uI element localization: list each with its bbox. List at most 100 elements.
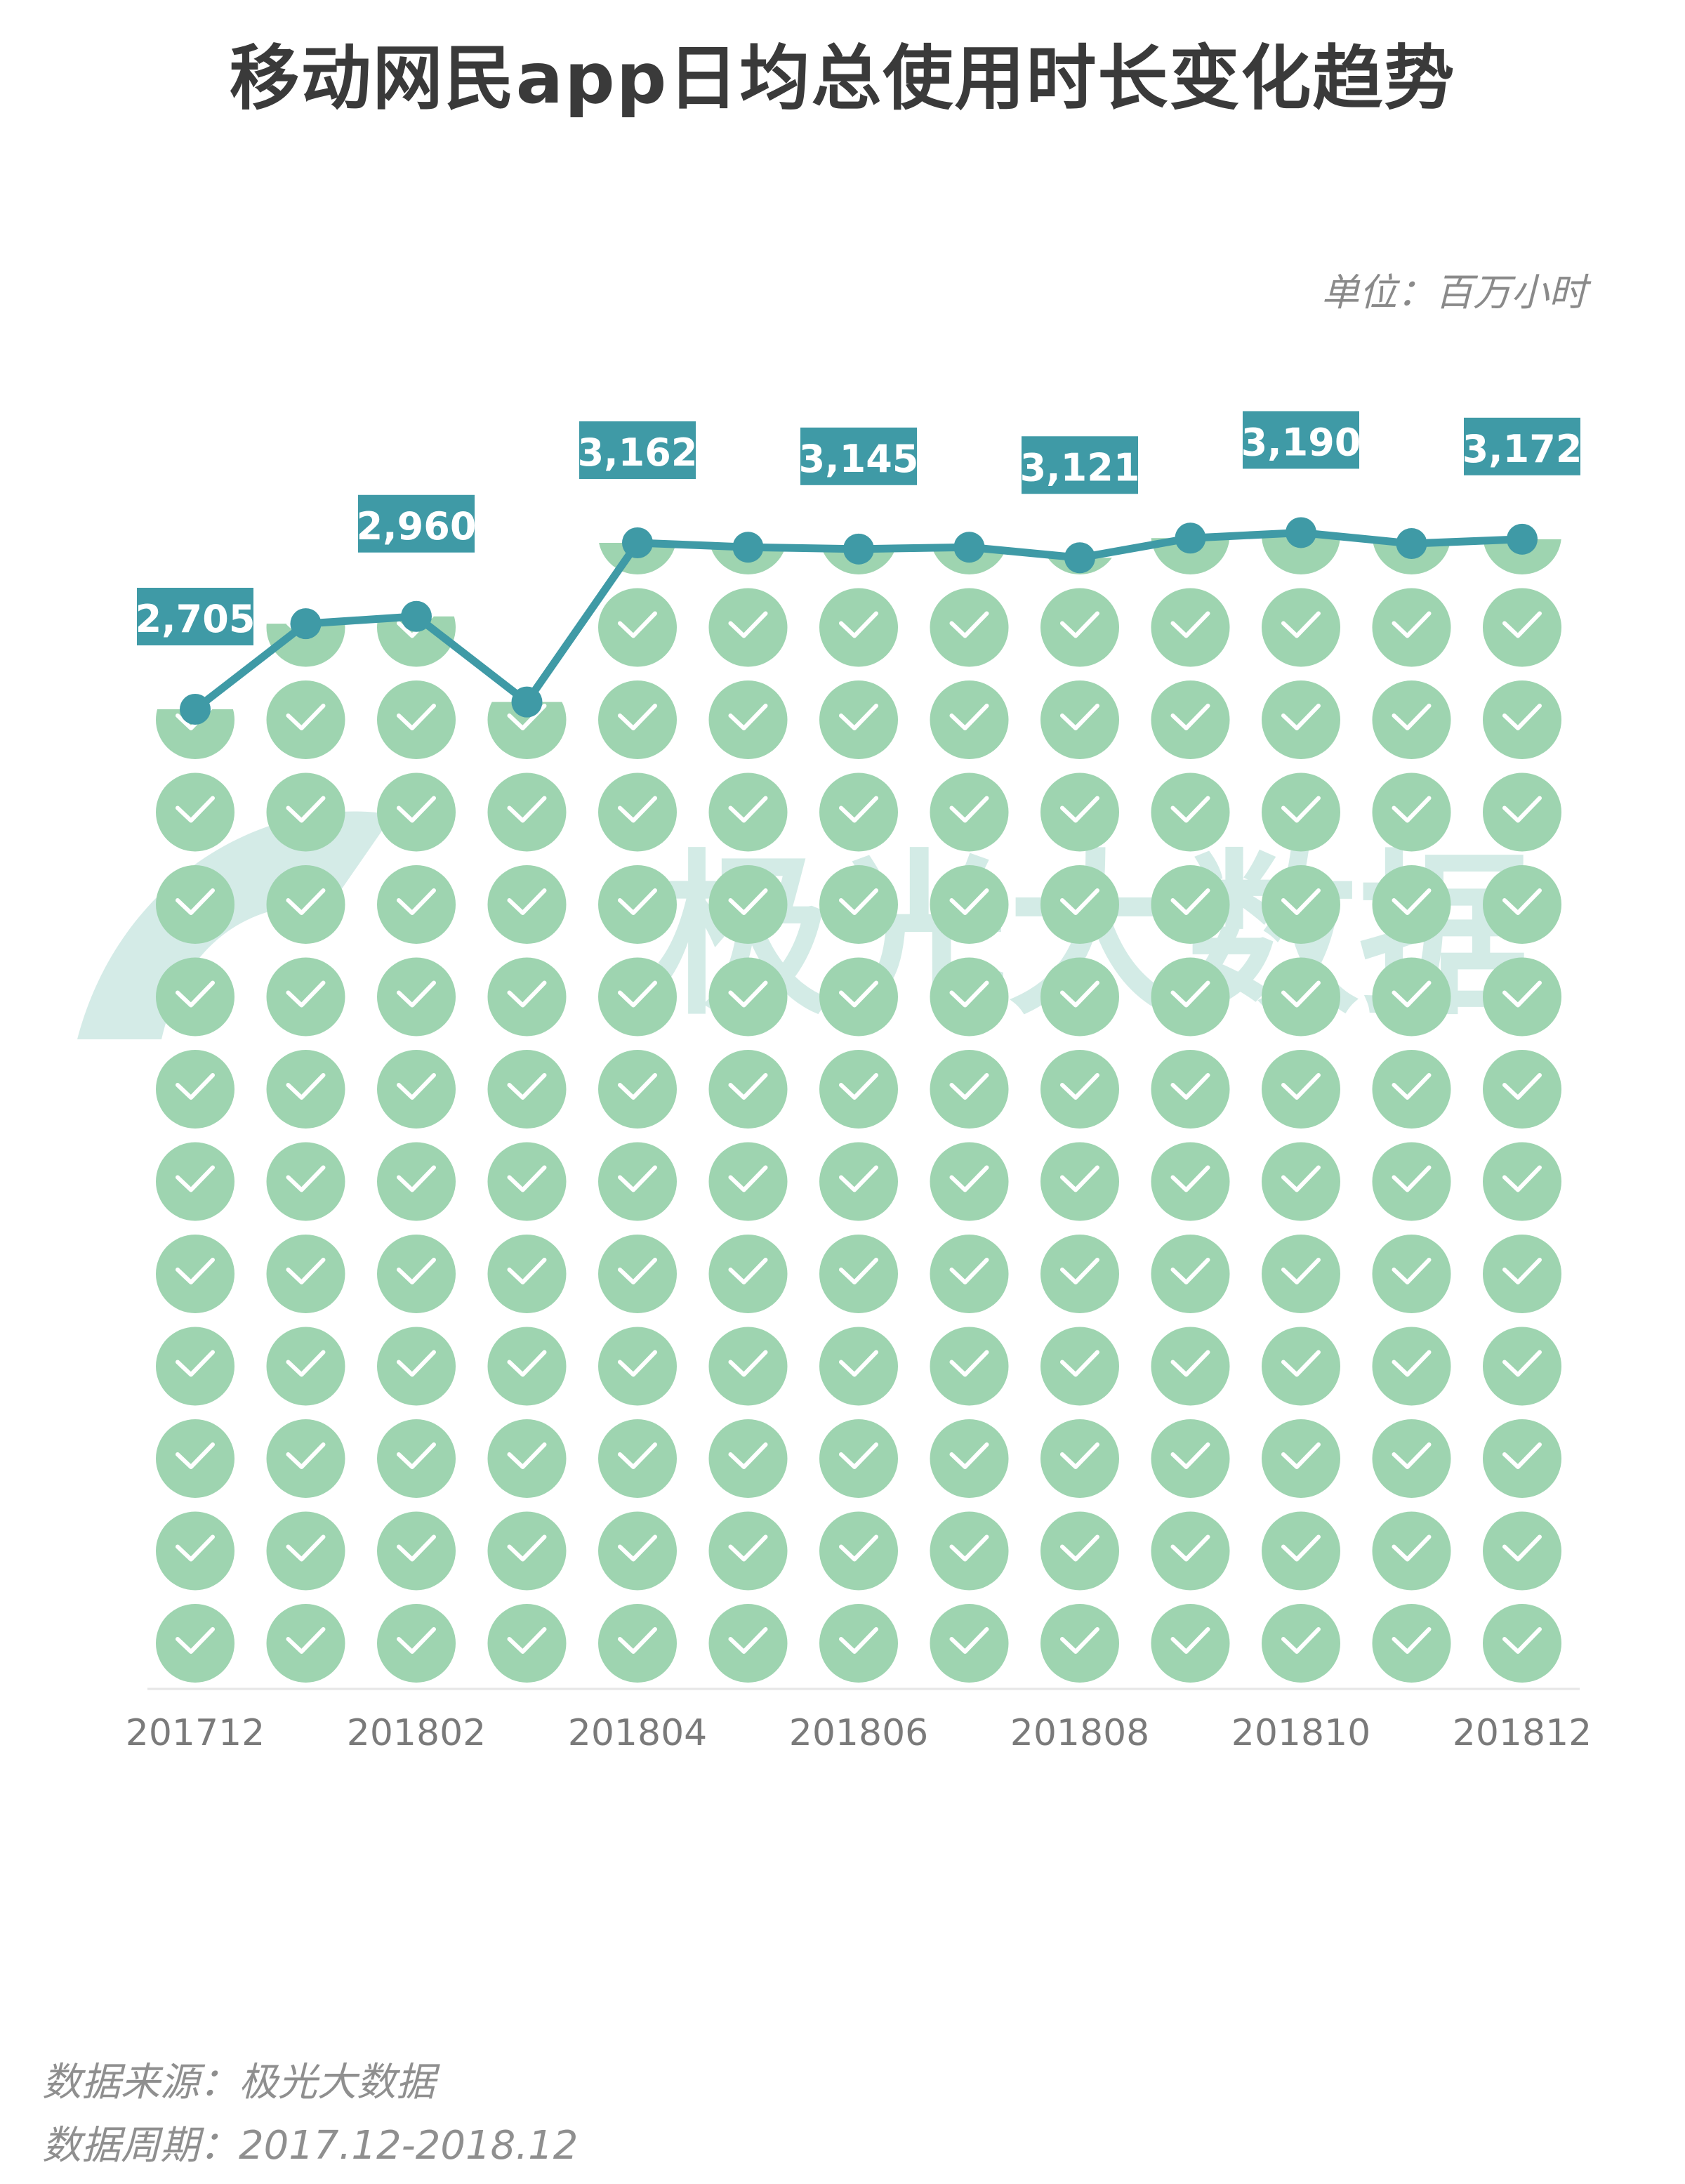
pictogram-check-icon: [1151, 1511, 1230, 1591]
pictogram-check-icon: [708, 1419, 788, 1498]
pictogram-check-icon: [156, 957, 234, 1037]
pictogram-check-icon: [377, 1604, 456, 1683]
pictogram-check-icon: [598, 957, 677, 1037]
data-point: [1064, 542, 1095, 574]
pictogram-check-icon: [598, 1235, 677, 1313]
pictogram-check-icon: [1483, 1050, 1561, 1129]
pictogram-check-icon: [819, 588, 898, 667]
pictogram-check-icon: [1262, 588, 1340, 667]
pictogram-check-icon: [1040, 865, 1119, 944]
pictogram-check-icon: [1040, 1419, 1119, 1498]
pictogram-check-icon: [487, 1511, 567, 1591]
pictogram-check-icon: [1372, 1235, 1451, 1313]
pictogram-check-icon: [266, 772, 345, 852]
pictogram-check-icon: [598, 1511, 677, 1591]
data-point: [180, 694, 211, 725]
svg-text:3,145: 3,145: [799, 437, 919, 481]
pictogram-check-icon: [930, 680, 1009, 759]
pictogram-check-icon: [1372, 1419, 1451, 1498]
pictogram-check-icon: [266, 1327, 345, 1406]
pictogram-check-icon: [598, 1604, 677, 1683]
pictogram-check-icon: [266, 957, 345, 1037]
line-series: [180, 517, 1538, 725]
pictogram-check-icon: [598, 680, 677, 759]
data-label: 3,190: [1241, 411, 1361, 469]
pictogram-check-icon: [1262, 865, 1340, 944]
pictogram-check-icon: [598, 588, 677, 667]
data-point: [732, 532, 764, 563]
pictogram-check-icon: [377, 680, 456, 759]
data-point: [1286, 517, 1316, 548]
pictogram-check-icon: [156, 772, 234, 852]
pictogram-check-icon: [819, 1327, 898, 1406]
pictogram-check-icon: [1040, 1050, 1119, 1129]
data-point: [290, 608, 322, 640]
pictogram-check-icon: [819, 772, 898, 852]
pictogram-check-icon: [156, 1327, 234, 1406]
pictogram-check-icon: [1483, 1604, 1561, 1683]
svg-text:3,121: 3,121: [1020, 445, 1140, 489]
pictogram-check-icon: [1483, 1419, 1561, 1498]
pictogram-check-icon: [266, 865, 345, 944]
pictogram-check-icon: [1262, 957, 1340, 1037]
pictogram-check-icon: [708, 957, 788, 1037]
x-tick-label: 201810: [1231, 1712, 1371, 1754]
x-tick-label: 201712: [126, 1712, 265, 1754]
pictogram-check-icon: [156, 1235, 234, 1313]
pictogram-check-icon: [708, 1142, 788, 1221]
pictogram-check-icon: [708, 865, 788, 944]
pictogram-check-icon: [819, 957, 898, 1037]
pictogram-check-icon: [1372, 1604, 1451, 1683]
pictogram-check-icon: [487, 1235, 567, 1313]
pictogram-check-icon: [598, 1050, 677, 1129]
pictogram-check-icon: [1372, 1142, 1451, 1221]
pictogram-check-icon: [377, 1511, 456, 1591]
data-point: [511, 686, 543, 718]
pictogram-check-icon: [1262, 1142, 1340, 1221]
svg-text:2,960: 2,960: [357, 504, 477, 548]
pictogram-check-icon: [819, 1050, 898, 1129]
pictogram-check-icon: [1483, 1327, 1561, 1406]
pictogram-check-icon: [1262, 680, 1340, 759]
pictogram-check-icon: [708, 680, 788, 759]
data-point: [1507, 523, 1538, 555]
pictogram-check-icon: [1372, 865, 1451, 944]
pictogram-check-icon: [1483, 1511, 1561, 1591]
pictogram-check-icon: [1262, 1511, 1340, 1591]
pictogram-check-icon: [487, 1050, 567, 1129]
pictogram-check-icon: [156, 1604, 234, 1683]
pictogram-check-icon: [1262, 772, 1340, 852]
pictogram-check-icon: [266, 1235, 345, 1313]
pictogram-check-icon: [819, 1604, 898, 1683]
svg-text:2,705: 2,705: [136, 597, 256, 641]
data-point: [953, 532, 985, 563]
pictogram-check-icon: [598, 1142, 677, 1221]
pictogram-check-icon: [1151, 1419, 1230, 1498]
data-label: 3,121: [1020, 436, 1140, 494]
pictogram-check-icon: [930, 957, 1009, 1037]
svg-text:3,162: 3,162: [578, 430, 698, 475]
pictogram-check-icon: [1040, 1511, 1119, 1591]
data-point: [843, 533, 874, 565]
pictogram-check-icon: [819, 865, 898, 944]
data-label: 3,162: [578, 421, 698, 479]
pictogram-check-icon: [598, 1327, 677, 1406]
x-tick-label: 201808: [1010, 1712, 1150, 1754]
pictogram-check-icon: [377, 1142, 456, 1221]
pictogram-check-icon: [487, 1604, 567, 1683]
pictogram-check-icon: [930, 588, 1009, 667]
pictogram-check-icon: [1372, 957, 1451, 1037]
data-point: [1175, 522, 1206, 554]
pictogram-check-icon: [1372, 1511, 1451, 1591]
pictogram-check-icon: [156, 1511, 234, 1591]
pictogram-check-icon: [1040, 1327, 1119, 1406]
pictogram-check-icon: [377, 1419, 456, 1498]
pictogram-check-icon: [266, 1050, 345, 1129]
pictogram-check-icon: [1151, 1142, 1230, 1221]
pictogram-check-icon: [156, 1142, 234, 1221]
pictogram-check-icon: [266, 1419, 345, 1498]
data-label: 3,172: [1462, 417, 1582, 475]
pictogram-check-icon: [1151, 1604, 1230, 1683]
pictogram-check-icon: [1151, 957, 1230, 1037]
